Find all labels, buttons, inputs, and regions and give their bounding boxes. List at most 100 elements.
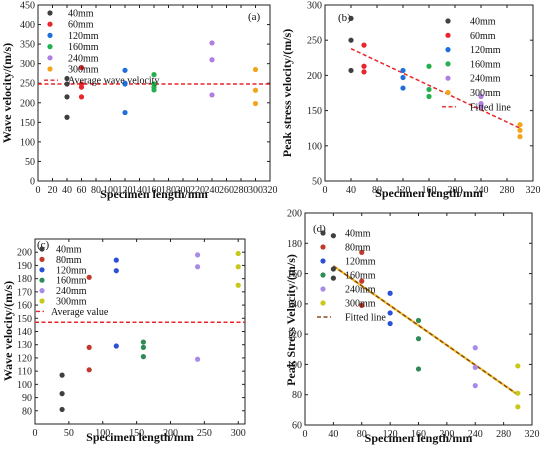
legend-label: 120mm [56,265,87,276]
x-axis-label: Specimen length/mm [86,430,194,444]
y-tick-label: 350 [20,40,35,51]
x-tick-label: 320 [525,429,540,440]
legend-marker-300mm [47,66,53,72]
x-tick-label: 120 [396,185,411,196]
x-tick-label: 320 [526,185,541,196]
data-point-40mm [64,81,70,87]
y-tick-label: 200 [17,248,32,259]
data-point-160mm [140,339,146,345]
legend-label: 300mm [56,297,87,308]
legend-marker-60mm [445,32,451,38]
legend-marker-160mm [445,61,451,67]
legend-marker-40mm [47,10,53,16]
data-point-160mm [415,336,422,342]
data-point-40mm [59,406,65,413]
data-point-60mm [78,94,85,100]
x-tick-label: 140 [132,185,147,196]
y-tick-label: 140 [17,327,32,338]
x-tick-label: 240 [474,185,489,196]
legend-label: 160mm [345,271,376,282]
x-tick-label: 100 [95,428,110,439]
panel-label: (a) [248,11,261,23]
x-tick-label: 220 [190,185,205,196]
x-tick-label: 0 [323,185,328,196]
x-axis-label: Specimen length/mm [100,187,208,201]
legend-marker-240mm [445,75,451,81]
data-point-240mm [194,356,201,362]
data-point-160mm [140,344,146,350]
data-point-300mm [252,66,259,73]
data-point-240mm [194,252,201,258]
x-tick-label: 200 [439,429,454,440]
legend-marker-160mm [47,44,53,50]
x-tick-label: 40 [328,429,338,440]
x-tick-label: 240 [468,429,483,440]
y-tick-label: 450 [20,1,35,12]
x-tick-label: 160 [422,185,437,196]
y-tick-label: 120 [17,353,32,364]
data-point-40mm [59,391,65,397]
data-point-40mm [330,266,336,272]
x-tick-label: 200 [163,428,178,439]
data-point-120mm [113,268,119,274]
x-axis-label: Specimen length/mm [375,186,483,200]
legend-marker-300mm [320,300,326,306]
legend-label: 40mm [56,245,82,256]
chart-panel-b: 0 40 80 120 160 200 240 280 320 50 100 150 200 250 300… [280,1,541,201]
legend-marker-40mm [320,230,326,236]
x-tick-label: 240 [205,185,220,196]
legend-label: Average wave velocity [68,76,159,87]
legend-marker-240mm [320,286,326,292]
legend-label: 160mm [56,276,87,287]
legend-marker-60mm [47,21,53,27]
data-point-40mm [330,233,336,239]
legend-label: 40mm [68,9,94,20]
x-tick-label: 80 [91,185,101,196]
legend-marker-120mm [39,267,45,273]
data-point-40mm [64,94,70,100]
x-tick-label: 200 [176,185,191,196]
legend-label: 240mm [68,53,99,64]
data-point-60mm [361,69,367,75]
data-point-300mm [517,127,523,133]
y-tick-label: 150 [307,106,322,117]
x-tick-label: 250 [197,428,212,439]
y-tick-label: 60 [292,421,302,432]
legend-label: 120mm [68,31,99,42]
data-point-120mm [122,67,128,73]
data-point-300mm [235,264,241,270]
x-tick-label: 150 [129,428,144,439]
data-point-160mm [426,63,432,69]
legend-marker-120mm [47,32,53,39]
data-point-80mm [359,302,365,308]
data-point-60mm [78,64,85,71]
y-tick-label: 100 [20,137,35,148]
legend-label: 240mm [470,74,501,85]
y-axis-label: Wave velocity/(m/s) [0,43,14,143]
y-tick-label: 100 [287,360,302,371]
data-point-160mm [140,354,146,360]
data-point-300mm [252,87,259,93]
data-point-240mm [209,40,215,46]
legend-marker-160mm [39,277,45,283]
y-tick-label: 0 [30,177,35,188]
legend-marker-300mm [445,89,451,96]
x-tick-label: 40 [346,185,356,196]
data-point-240mm [478,93,484,100]
x-tick-label: 120 [118,185,133,196]
legend-label: 120mm [345,257,376,268]
y-tick-label: 150 [17,314,32,325]
data-point-240mm [472,383,478,389]
y-tick-label: 190 [17,261,32,272]
data-point-40mm [348,67,354,74]
data-point-80mm [86,274,92,280]
legend-label: 60mm [470,31,496,42]
data-point-120mm [122,109,128,116]
x-tick-label: 320 [263,185,278,196]
data-point-300mm [235,282,241,288]
x-tick-label: 100 [103,185,118,196]
data-point-240mm [472,345,478,351]
y-tick-label: 180 [17,274,32,285]
legend-label: 160mm [68,42,99,53]
data-point-160mm [426,86,432,93]
